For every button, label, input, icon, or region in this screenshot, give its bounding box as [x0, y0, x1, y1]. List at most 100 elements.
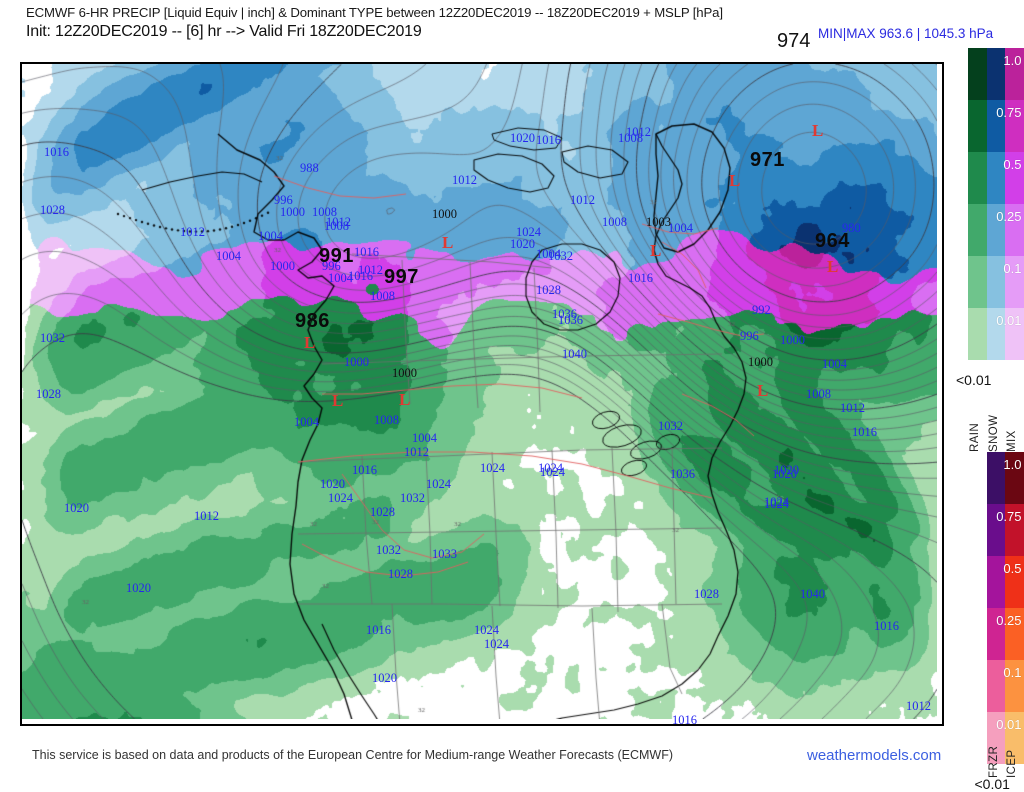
- colorbar-swatch: [1005, 452, 1024, 504]
- isobar-label: 1020: [126, 581, 151, 595]
- isobar-label: 1012: [194, 509, 219, 523]
- isobar-label: 1020: [320, 477, 345, 491]
- isobar-label: 1004: [668, 221, 693, 235]
- colorbar-column-mix[interactable]: [1005, 48, 1024, 360]
- isobar-label: 1032: [658, 419, 683, 433]
- low-pressure-marker: L: [399, 390, 411, 409]
- colorbar-swatch: [968, 256, 987, 308]
- colorbar-tick-label: 1.0: [1003, 457, 1022, 472]
- isobar-label: 1004: [294, 415, 319, 429]
- colorbar-swatch: [1005, 48, 1024, 100]
- isobar-label: 1028: [370, 505, 395, 519]
- isobar-label: 1004: [328, 271, 353, 285]
- colorbar-swatch: [968, 308, 987, 360]
- isobar-label: 1012: [452, 173, 477, 187]
- footer-attribution: This service is based on data and produc…: [32, 748, 674, 762]
- isobar-label: 1016: [874, 619, 899, 633]
- colorbar-tick-label: 0.5: [1003, 157, 1022, 172]
- isobar-label: 1000: [780, 333, 805, 347]
- isobar-label: 1016: [366, 623, 391, 637]
- colorbar-under-threshold-label: <0.01: [956, 372, 992, 388]
- colorbar-tick-label: 0.25: [996, 209, 1022, 224]
- low-pressure-marker: L: [729, 171, 741, 190]
- map-canvas[interactable]: [22, 64, 937, 719]
- isobar-label: 1012: [570, 193, 595, 207]
- colorbar-swatch: [986, 452, 1005, 504]
- isobar-label: 1028: [388, 567, 413, 581]
- isobar-label: 1016: [628, 271, 653, 285]
- colorbar-swatch: [1005, 152, 1024, 204]
- colorbar-tick-label: 0.1: [1003, 261, 1022, 276]
- isobar-label: 1024: [516, 225, 541, 239]
- isobar-label: 1008: [618, 131, 643, 145]
- low-pressure-marker: L: [827, 257, 839, 276]
- colorbar-swatch: [986, 556, 1005, 608]
- isobar-label: 1024: [764, 495, 789, 509]
- isobar-label: 1016: [536, 133, 561, 147]
- isobar-label: 1020: [772, 467, 797, 481]
- colorbar-swatch: [986, 308, 1005, 360]
- colorbar-category-snow: SNOW: [987, 414, 1000, 452]
- colorbar-swatch: [986, 204, 1005, 256]
- footer-website-link[interactable]: weathermodels.com: [807, 747, 942, 764]
- isobar-label: 1033: [432, 547, 457, 561]
- isobar-label: 1028: [536, 283, 561, 297]
- colorbar-precip[interactable]: [968, 48, 1024, 360]
- isobar-label: 1024: [538, 461, 563, 475]
- page-subtitle: Init: 12Z20DEC2019 -- [6] hr --> Valid F…: [26, 23, 422, 40]
- colorbar-tick-label: 0.1: [1003, 665, 1022, 680]
- colorbar-tick-label: 0.01: [996, 717, 1022, 732]
- mslp-value: 974: [777, 30, 811, 52]
- isobar-label: 1036: [552, 307, 577, 321]
- colorbar-tick-label: 0.75: [996, 509, 1022, 524]
- colorbar-swatch: [1005, 712, 1024, 764]
- low-pressure-marker: L: [304, 333, 316, 352]
- isobar-label: 1003: [646, 215, 671, 229]
- isobar-label: 996: [740, 329, 759, 343]
- isobar-label: 1008: [312, 205, 337, 219]
- colorbar-swatch: [986, 152, 1005, 204]
- isobar-label: 1036: [670, 467, 695, 481]
- colorbar-column-rain[interactable]: [968, 48, 987, 360]
- isobar-label: 1032: [548, 249, 573, 263]
- colorbar-under-threshold-label: <0.01: [974, 776, 1010, 792]
- colorbar-column-icep[interactable]: [1005, 452, 1024, 764]
- isobar-label: 1012: [404, 445, 429, 459]
- colorbar-tick-label: 0.25: [996, 613, 1022, 628]
- isobar-label: 1020: [372, 671, 397, 685]
- colorbar-column-snow[interactable]: [986, 48, 1005, 360]
- colorbar-swatch: [1005, 204, 1024, 256]
- isobar-label: 1016: [348, 269, 373, 283]
- isobar-label: 1032: [400, 491, 425, 505]
- colorbar-swatch: [968, 204, 987, 256]
- colorbar-column-frzr[interactable]: [986, 452, 1005, 764]
- header: ECMWF 6-HR PRECIP [Liquid Equiv | inch] …: [0, 0, 1024, 56]
- isobar-label: 1040: [800, 587, 825, 601]
- isobar-label: 1020: [510, 131, 535, 145]
- isobar-label: 1024: [480, 461, 505, 475]
- isobar-label: 1000: [432, 207, 457, 221]
- weather-map[interactable]: 1016 1028 1012 1012 1016 1020 988 996 1000 1008 10…: [20, 62, 944, 726]
- colorbar-category-frzr: FRZR: [987, 745, 1000, 778]
- colorbar-swatch: [1005, 308, 1024, 360]
- isobar-label: 1012: [180, 225, 205, 239]
- isobar-label: 1024: [764, 497, 789, 511]
- isobar-label: 1000: [344, 355, 369, 369]
- isobar-label: 1004: [822, 357, 847, 371]
- isobar-label: 992: [752, 303, 771, 317]
- low-pressure-marker: L: [332, 391, 344, 410]
- low-pressure-marker: L: [812, 121, 824, 140]
- low-pressure-marker: L: [757, 381, 769, 400]
- colorbar-swatch: [986, 712, 1005, 764]
- isobar-label: 1032: [376, 543, 401, 557]
- isobar-label: 1004: [216, 249, 241, 263]
- isobar-label: 1024: [426, 477, 451, 491]
- isobar-label: 1020: [510, 237, 535, 251]
- isobar-label: 1016: [672, 713, 697, 726]
- isobar-label: 1000: [392, 366, 417, 380]
- colorbar-ice[interactable]: [986, 452, 1024, 764]
- isobar-label: 1024: [540, 465, 565, 479]
- isobar-label: 996: [274, 193, 293, 207]
- isobar-label: 1008: [370, 289, 395, 303]
- isobar-label: 1008: [324, 219, 349, 233]
